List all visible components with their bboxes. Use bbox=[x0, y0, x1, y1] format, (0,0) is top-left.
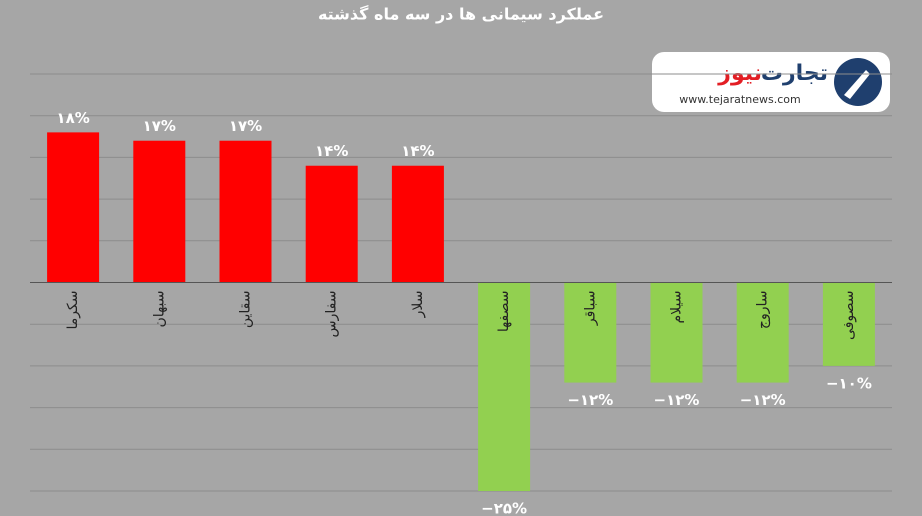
value-label: −۱۲% bbox=[567, 391, 613, 409]
bar bbox=[219, 140, 272, 283]
value-label: ۱۷% bbox=[143, 117, 176, 135]
x-tick-label: سکرما bbox=[65, 291, 81, 330]
x-tick-label: سفارس bbox=[324, 291, 340, 338]
x-tick-label: سبهان bbox=[151, 291, 167, 328]
logo-box bbox=[652, 52, 890, 112]
bar bbox=[305, 165, 358, 283]
chart-title: عملکرد سیمانی ها در سه ماه گذشته bbox=[318, 5, 604, 24]
bar bbox=[391, 165, 444, 283]
value-label: −۱۲% bbox=[740, 391, 786, 409]
bar bbox=[133, 140, 186, 283]
value-label: ۱۴% bbox=[315, 142, 348, 160]
bar bbox=[478, 282, 531, 491]
value-label: ۱۴% bbox=[401, 142, 434, 160]
logo-url: www.tejaratnews.com bbox=[679, 93, 800, 106]
x-tick-label: سباقر bbox=[582, 291, 598, 327]
x-tick-label: ساروج bbox=[755, 291, 771, 330]
value-label: ۱۷% bbox=[229, 117, 262, 135]
bar bbox=[822, 282, 875, 366]
bar bbox=[736, 282, 789, 383]
bar bbox=[564, 282, 617, 383]
logo: تجارت نیوز www.tejaratnews.com bbox=[652, 52, 890, 112]
x-tick-label: سصفها bbox=[496, 291, 512, 333]
x-tick-label: سلار bbox=[410, 291, 426, 319]
bar bbox=[650, 282, 703, 383]
bar bbox=[47, 132, 100, 283]
x-tick-label: سیلام bbox=[669, 291, 685, 324]
x-tick-label: سصوفی bbox=[841, 291, 857, 340]
plot: ۱۸% سکرما ۱۷% سبهان ۱۷% سقاین ۱۴% سفارس ۱۴% سلار −… bbox=[30, 73, 892, 516]
value-label: −۲۵% bbox=[481, 500, 527, 516]
x-tick-label: سقاین bbox=[238, 291, 254, 329]
value-label: ۱۸% bbox=[56, 109, 89, 127]
value-label: −۱۲% bbox=[654, 391, 700, 409]
logo-arrow bbox=[844, 70, 870, 99]
value-label: −۱۰% bbox=[826, 374, 872, 392]
